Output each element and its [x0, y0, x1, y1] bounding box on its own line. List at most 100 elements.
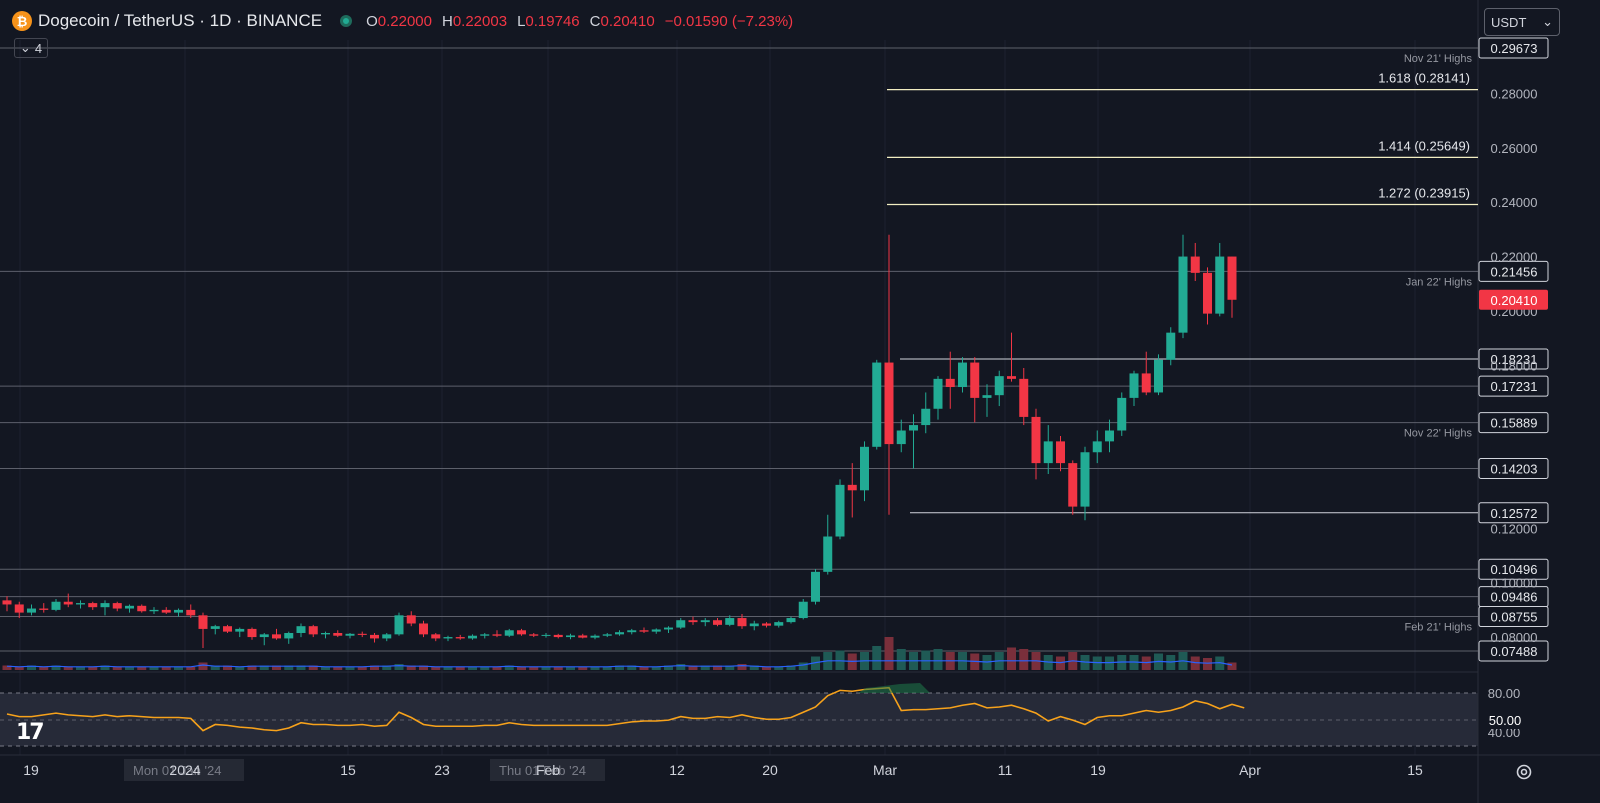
candle-body[interactable] [76, 603, 85, 605]
candle-body[interactable] [1166, 332, 1176, 360]
candle-body[interactable] [529, 634, 539, 636]
candle-body[interactable] [958, 362, 967, 388]
candle-body[interactable] [468, 635, 477, 639]
candle-body[interactable] [700, 620, 710, 623]
candle-body[interactable] [811, 571, 820, 602]
candle-body[interactable] [860, 446, 869, 491]
candle-body[interactable] [125, 605, 134, 609]
candle-body[interactable] [921, 408, 931, 426]
candle-body[interactable] [847, 484, 857, 491]
candle-body[interactable] [1190, 256, 1200, 273]
candle-body[interactable] [517, 630, 526, 635]
candle-body[interactable] [406, 615, 416, 624]
candle-body[interactable] [1129, 373, 1139, 398]
candle-body[interactable] [798, 601, 808, 619]
candle-body[interactable] [1007, 376, 1016, 379]
candle-body[interactable] [492, 634, 502, 636]
candle-body[interactable] [272, 634, 281, 639]
candle-body[interactable] [774, 622, 784, 626]
candle-body[interactable] [1117, 397, 1127, 431]
candle-body[interactable] [872, 362, 882, 447]
candle-body[interactable] [909, 425, 918, 431]
candle-body[interactable] [382, 634, 392, 639]
candle-body[interactable] [725, 618, 735, 625]
candle-body[interactable] [198, 615, 208, 629]
candle-body[interactable] [615, 632, 624, 635]
candle-body[interactable] [553, 634, 563, 638]
candle-body[interactable] [1043, 441, 1053, 464]
candle-body[interactable] [713, 620, 722, 625]
candle-body[interactable] [1203, 272, 1212, 314]
candle-body[interactable] [970, 362, 980, 398]
indicators-toggle-button[interactable]: ⌄ 4 [14, 38, 48, 58]
candle-body[interactable] [419, 623, 428, 635]
candle-body[interactable] [602, 634, 612, 636]
candle-body[interactable] [1141, 373, 1151, 393]
candle-body[interactable] [394, 615, 404, 635]
candle-body[interactable] [884, 362, 894, 445]
candle-body[interactable] [1068, 463, 1078, 507]
gear-icon[interactable] [1514, 762, 1534, 782]
candle-body[interactable] [149, 609, 159, 612]
candle-body[interactable] [345, 633, 355, 636]
candle-body[interactable] [14, 604, 24, 613]
candle-body[interactable] [1056, 441, 1065, 464]
candle-body[interactable] [210, 626, 220, 629]
candle-body[interactable] [1019, 378, 1029, 417]
candle-body[interactable] [1227, 256, 1237, 300]
candle-body[interactable] [357, 633, 367, 635]
candle-body[interactable] [100, 603, 110, 608]
candle-body[interactable] [504, 630, 514, 636]
candle-body[interactable] [590, 635, 600, 638]
candle-body[interactable] [1154, 359, 1163, 393]
candle-body[interactable] [174, 609, 183, 613]
candle-body[interactable] [370, 634, 379, 639]
candle-body[interactable] [823, 536, 833, 572]
candle-body[interactable] [737, 618, 747, 627]
candle-body[interactable] [39, 608, 49, 610]
candle-body[interactable] [1092, 441, 1102, 453]
candle-body[interactable] [688, 620, 698, 623]
candle-body[interactable] [161, 609, 171, 613]
candle-body[interactable] [541, 634, 551, 636]
candle-body[interactable] [296, 626, 306, 633]
market-status-icon[interactable] [340, 15, 353, 27]
candle-body[interactable] [455, 637, 465, 639]
candle-body[interactable] [137, 605, 147, 612]
candle-body[interactable] [308, 626, 318, 635]
candle-body[interactable] [578, 635, 588, 638]
candle-body[interactable] [896, 430, 906, 445]
candle-body[interactable] [786, 618, 796, 623]
candle-body[interactable] [333, 632, 343, 636]
symbol-title[interactable]: Dogecoin / TetherUS · 1D · BINANCE [38, 11, 323, 30]
currency-select[interactable]: USDT ⌄ [1484, 8, 1560, 36]
candle-body[interactable] [27, 608, 36, 613]
candle-body[interactable] [88, 603, 98, 608]
candle-body[interactable] [664, 627, 673, 630]
candle-body[interactable] [431, 634, 441, 639]
candle-body[interactable] [259, 634, 269, 638]
candle-body[interactable] [235, 628, 245, 632]
candle-body[interactable] [112, 603, 122, 609]
candle-body[interactable] [1105, 430, 1114, 442]
candle-body[interactable] [982, 395, 992, 398]
candle-body[interactable] [186, 609, 196, 616]
candle-body[interactable] [1215, 256, 1225, 314]
candle-body[interactable] [247, 628, 257, 638]
candle-body[interactable] [994, 376, 1004, 396]
candle-body[interactable] [676, 620, 686, 628]
candle-body[interactable] [749, 623, 759, 627]
candle-body[interactable] [51, 601, 61, 610]
candle-body[interactable] [223, 626, 232, 632]
candle-body[interactable] [63, 601, 73, 605]
candle-body[interactable] [566, 635, 575, 638]
candle-body[interactable] [1031, 416, 1041, 464]
candle-body[interactable] [2, 600, 12, 605]
candle-body[interactable] [945, 378, 955, 388]
candle-body[interactable] [627, 630, 637, 633]
tradingview-logo-icon[interactable]: 17 [16, 720, 45, 745]
candle-body[interactable] [639, 630, 649, 632]
candle-body[interactable] [762, 623, 771, 626]
candle-body[interactable] [1080, 452, 1090, 507]
